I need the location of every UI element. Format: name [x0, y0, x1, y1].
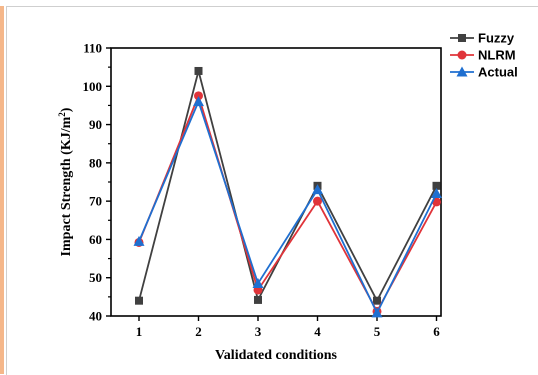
y-tick-label: 100	[83, 79, 103, 94]
plot-area	[110, 47, 442, 317]
legend-marker	[458, 34, 466, 42]
y-tick-label: 110	[83, 41, 102, 56]
data-point-actual	[193, 96, 204, 107]
y-tick-label: 60	[89, 232, 102, 247]
legend-label: Fuzzy	[478, 31, 515, 46]
series-line-fuzzy	[138, 67, 438, 303]
legend-item-fuzzy: Fuzzy	[450, 31, 515, 46]
legend-label: NLRM	[478, 48, 516, 63]
legend-item-nlrm: NLRM	[450, 48, 516, 63]
legend-item-actual: Actual	[450, 65, 518, 80]
series-fuzzy	[135, 66, 441, 305]
x-axis-title: Validated conditions	[215, 348, 338, 363]
data-point-fuzzy	[194, 66, 203, 75]
x-axis: 1 2 3 4 5 6	[136, 316, 440, 339]
data-point-actual	[431, 187, 442, 198]
data-point-fuzzy	[135, 296, 143, 305]
data-point-fuzzy	[373, 296, 381, 305]
data-point-nlrm	[194, 91, 203, 101]
x-tick-label: 4	[314, 324, 321, 339]
data-point-nlrm	[313, 196, 322, 206]
side-accent-bar	[0, 6, 4, 374]
series-nlrm	[134, 91, 441, 316]
series-layer	[133, 66, 442, 318]
figure-frame	[6, 6, 538, 375]
legend-marker	[456, 66, 468, 77]
y-tick-label: 40	[89, 309, 102, 324]
y-tick-label: 80	[89, 155, 102, 170]
y-tick-label: 90	[89, 117, 102, 132]
data-point-fuzzy	[432, 181, 441, 190]
series-line-actual	[138, 99, 438, 315]
y-axis: 40 50 60 70 80 90 100 110	[83, 41, 111, 324]
data-point-actual	[371, 307, 383, 318]
legend: Fuzzy NLRM Actual	[450, 31, 518, 80]
y-axis-title: Impact Strength (KJ/m2)	[57, 107, 74, 256]
x-tick-label: 3	[255, 324, 262, 339]
data-point-actual	[133, 235, 145, 246]
data-point-fuzzy	[254, 295, 262, 304]
y-tick-label: 50	[89, 270, 102, 285]
x-tick-label: 2	[195, 324, 202, 339]
legend-marker	[457, 50, 467, 60]
y-tick-label: 70	[89, 194, 102, 209]
data-point-actual	[312, 184, 323, 195]
x-tick-label: 1	[136, 324, 143, 339]
x-tick-label: 5	[374, 324, 381, 339]
legend-label: Actual	[478, 65, 518, 80]
x-tick-label: 6	[433, 324, 440, 339]
series-actual	[133, 96, 442, 318]
data-point-actual	[252, 277, 264, 288]
